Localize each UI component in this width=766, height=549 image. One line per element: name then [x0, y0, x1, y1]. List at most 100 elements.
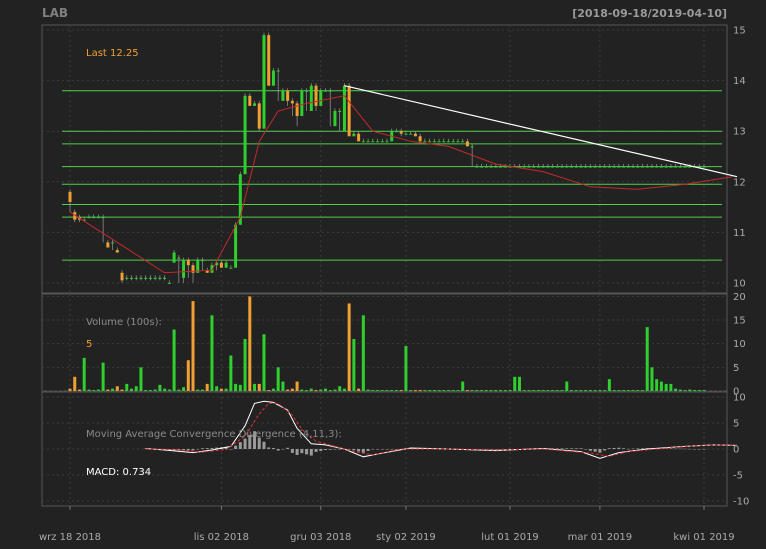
- candle: [158, 277, 162, 279]
- trend-line: [344, 85, 738, 178]
- volume-bar: [267, 390, 271, 391]
- candle: [333, 110, 337, 127]
- volume-bar: [200, 389, 204, 391]
- volume-bar: [527, 390, 531, 391]
- volume-tick-label: 0: [733, 387, 739, 398]
- volume-bar: [428, 390, 432, 391]
- volume-bar: [191, 301, 195, 391]
- volume-bar: [234, 383, 238, 391]
- volume-bar: [584, 390, 588, 391]
- macd-histogram-bar: [200, 448, 204, 449]
- volume-bar: [480, 390, 484, 391]
- volume-bar: [163, 388, 167, 391]
- volume-bar: [683, 390, 687, 391]
- volume-bar: [536, 390, 540, 391]
- volume-bar: [555, 390, 559, 391]
- macd-histogram-bar: [267, 447, 271, 449]
- candle: [546, 166, 550, 168]
- candle: [271, 70, 275, 86]
- candle: [640, 166, 644, 168]
- candle: [399, 131, 403, 134]
- candle: [551, 166, 555, 168]
- volume-bar: [219, 388, 223, 391]
- volume-bars: [68, 296, 706, 391]
- candle: [243, 95, 247, 175]
- candle: [163, 277, 167, 279]
- macd-value-label: MACD: 0.734: [86, 467, 151, 478]
- candle: [617, 166, 621, 168]
- macd-histogram-bar: [177, 449, 181, 451]
- macd-histogram-bar: [191, 449, 195, 451]
- volume-tick-label: 20: [733, 292, 746, 303]
- macd-histogram-bar: [352, 449, 356, 451]
- volume-bar: [593, 390, 597, 391]
- candle: [229, 267, 233, 269]
- macd-histogram-bar: [309, 449, 313, 456]
- candle: [196, 260, 200, 273]
- macd-histogram-bar: [693, 449, 697, 450]
- volume-bar: [101, 362, 105, 391]
- candle: [612, 166, 616, 168]
- macd-histogram-bar: [215, 447, 219, 449]
- macd-histogram-bar: [551, 448, 555, 449]
- candle: [352, 133, 356, 137]
- price-tick-label: 11: [733, 228, 746, 239]
- volume-bar: [186, 360, 190, 391]
- volume-bar: [115, 386, 119, 391]
- candle: [607, 166, 611, 168]
- macd-tick-label: 5: [733, 419, 739, 430]
- macd-tick-label: 10: [733, 393, 746, 404]
- axis-labels: 10 11 12 13 14 15 0 5 10 15 20 -10 -5 0 5 10 wrz 18 2018…: [39, 26, 749, 543]
- chart-title: LAB: [42, 6, 68, 20]
- macd-histogram-bar: [674, 448, 678, 450]
- volume-bar: [106, 389, 110, 391]
- volume-bar: [631, 390, 635, 391]
- candle: [409, 133, 413, 135]
- macd-histogram-bar: [513, 449, 517, 450]
- volume-bar: [669, 383, 673, 391]
- candle: [144, 277, 148, 279]
- volume-bar: [182, 387, 186, 391]
- candle: [177, 257, 181, 259]
- macd-label: Moving Average Convergence Divergence (4…: [86, 429, 342, 440]
- candle: [461, 141, 465, 143]
- candle: [371, 141, 375, 143]
- macd-histogram-bar: [371, 449, 375, 450]
- macd-histogram-bar: [376, 449, 380, 450]
- candle: [560, 166, 564, 168]
- volume-bar: [517, 376, 521, 391]
- candle: [574, 166, 578, 168]
- candle: [276, 70, 280, 72]
- candle: [603, 166, 607, 168]
- volume-bar: [314, 390, 318, 391]
- candles: [68, 32, 706, 284]
- macd-histogram-bar: [385, 449, 389, 450]
- volume-bar: [574, 390, 578, 391]
- volume-bar: [357, 388, 361, 391]
- macd-histogram-bar: [489, 449, 493, 450]
- macd-histogram-bar: [588, 449, 592, 451]
- price-tick-label: 14: [733, 76, 746, 87]
- candle: [650, 166, 654, 168]
- volume-bar: [588, 390, 592, 391]
- volume-bar: [655, 379, 659, 391]
- volume-bar: [82, 357, 86, 391]
- candle: [380, 141, 384, 143]
- candle: [286, 90, 290, 101]
- volume-tick-label: 10: [733, 339, 746, 350]
- last-price-label: Last 12.25: [86, 48, 139, 59]
- candle: [517, 166, 521, 168]
- candle: [130, 277, 134, 279]
- volume-bar: [347, 303, 351, 391]
- moving-average-line: [69, 95, 733, 274]
- volume-bar: [148, 390, 152, 391]
- candle: [437, 141, 441, 143]
- volume-bar: [499, 390, 503, 391]
- macd-histogram-bar: [328, 449, 332, 450]
- x-tick-label: kwi 01 2019: [673, 532, 734, 543]
- volume-bar: [413, 390, 417, 391]
- volume-bar: [470, 390, 474, 391]
- volume-bar: [409, 390, 413, 391]
- volume-bar: [257, 383, 261, 391]
